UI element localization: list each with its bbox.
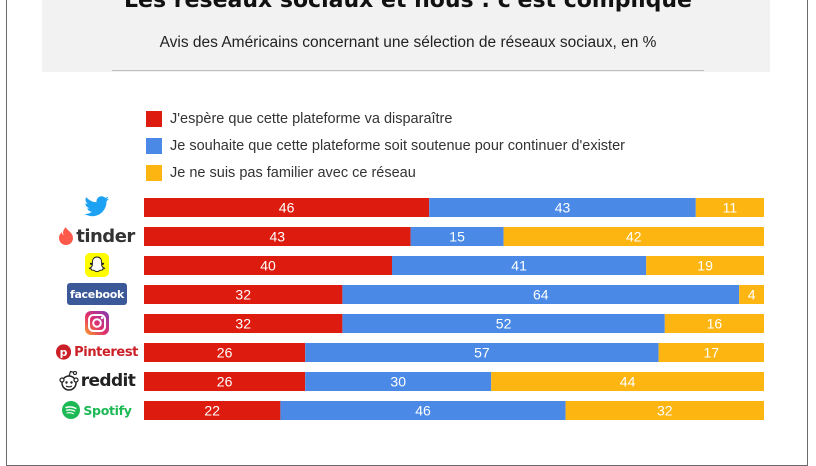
instagram-logo (56, 310, 138, 336)
bar-reddit-support (305, 372, 492, 391)
facebook-logo: facebook (56, 281, 138, 307)
legend-swatch-red (146, 111, 162, 127)
bar-snapchat-support (392, 256, 647, 275)
spotify-wordmark: Spotify (83, 402, 132, 418)
bar-label-snapchat-unfamiliar: 19 (697, 258, 713, 274)
legend-swatch-blue (146, 138, 162, 154)
facebook-wordmark: facebook (69, 287, 125, 301)
bar-label-twitter-support: 43 (555, 200, 571, 216)
bar-label-snapchat-disappear: 40 (260, 258, 276, 274)
facebook-badge: facebook (67, 283, 127, 305)
bar-label-pinterest-support: 57 (474, 345, 490, 361)
spotify-waves-icon (62, 401, 81, 419)
legend-swatch-yellow (146, 165, 162, 181)
bar-row-snapchat: 40 41 19 (144, 256, 764, 275)
legend-item-support: Je souhaite que cette plateforme soit so… (146, 137, 625, 155)
bar-label-reddit-support: 30 (390, 374, 406, 390)
instagram-camera-icon (85, 311, 109, 335)
bar-row-tinder: 43 15 42 (144, 227, 764, 246)
pinterest-logo: p Pinterest (56, 339, 138, 365)
svg-text:p: p (60, 346, 68, 359)
bar-instagram-disappear (144, 314, 343, 333)
bar-reddit-unfamiliar (491, 372, 764, 391)
bar-facebook-disappear (144, 285, 343, 304)
bar-row-spotify: 22 46 32 (144, 401, 764, 420)
bar-snapchat-disappear (144, 256, 392, 275)
bar-row-pinterest: 26 57 17 (144, 343, 764, 362)
bar-label-tinder-disappear: 43 (270, 229, 286, 245)
bar-snapchat-unfamiliar (646, 256, 764, 275)
bar-instagram-unfamiliar (664, 314, 764, 333)
bar-tinder-support (410, 227, 504, 246)
legend-item-unfamiliar: Je ne suis pas familier avec ce réseau (146, 164, 416, 182)
snapchat-logo (56, 252, 138, 278)
bar-label-spotify-unfamiliar: 32 (657, 403, 673, 419)
spotify-logo: Spotify (56, 397, 138, 423)
bar-label-spotify-support: 46 (415, 403, 431, 419)
bar-label-reddit-unfamiliar: 44 (620, 374, 636, 390)
tinder-logo: tinder (56, 223, 138, 249)
reddit-logo: reddit (56, 368, 138, 394)
pinterest-wordmark: Pinterest (74, 344, 138, 360)
bar-label-twitter-disappear: 46 (279, 200, 295, 216)
bar-label-instagram-support: 52 (496, 316, 512, 332)
chart-title: Les réseaux sociaux et nous : c'est comp… (124, 0, 692, 13)
legend-label-unfamiliar: Je ne suis pas familier avec ce réseau (170, 165, 416, 181)
legend-item-disappear: J'espère que cette plateforme va dispara… (146, 110, 452, 128)
bar-spotify-unfamiliar (565, 401, 764, 420)
bar-instagram-support (342, 314, 665, 333)
bar-facebook-support (342, 285, 740, 304)
bar-row-reddit: 26 30 44 (144, 372, 764, 391)
twitter-bird-icon (84, 196, 109, 217)
bar-label-facebook-support: 64 (533, 287, 549, 303)
bar-label-facebook-disappear: 32 (235, 287, 251, 303)
bar-label-instagram-unfamiliar: 16 (707, 316, 723, 332)
bar-facebook-unfamiliar (739, 285, 764, 304)
bar-twitter-support (429, 198, 696, 217)
bar-spotify-support (280, 401, 566, 420)
bar-pinterest-disappear (144, 343, 306, 362)
bar-reddit-disappear (144, 372, 306, 391)
bar-label-spotify-disappear: 22 (204, 403, 220, 419)
chart-subtitle: Avis des Américains concernant une sélec… (159, 34, 657, 51)
bar-label-tinder-unfamiliar: 42 (626, 229, 642, 245)
bar-twitter-unfamiliar (695, 198, 764, 217)
bar-label-facebook-unfamiliar: 4 (748, 287, 756, 303)
bar-label-snapchat-support: 41 (511, 258, 527, 274)
bar-label-pinterest-disappear: 26 (217, 345, 233, 361)
bar-tinder-unfamiliar (503, 227, 764, 246)
reddit-wordmark: reddit (80, 371, 136, 391)
reddit-alien-icon (59, 370, 79, 391)
legend-label-disappear: J'espère que cette plateforme va dispara… (170, 111, 453, 127)
bar-pinterest-unfamiliar (658, 343, 764, 362)
bar-label-reddit-disappear: 26 (217, 374, 233, 390)
snapchat-ghost-icon (85, 253, 109, 277)
bar-row-twitter: 46 43 11 (144, 198, 764, 217)
bar-twitter-disappear (144, 198, 430, 217)
bar-label-twitter-unfamiliar: 11 (723, 200, 738, 216)
header-background (42, 0, 770, 72)
pinterest-p-icon: p (56, 344, 72, 360)
legend-label-support: Je souhaite que cette plateforme soit so… (170, 138, 625, 154)
bar-label-pinterest-unfamiliar: 17 (704, 345, 720, 361)
bar-pinterest-support (305, 343, 659, 362)
tinder-flame-icon (59, 227, 74, 245)
bar-label-instagram-disappear: 32 (235, 316, 251, 332)
tinder-wordmark: tinder (76, 225, 135, 247)
twitter-logo (56, 194, 138, 220)
bar-tinder-disappear (144, 227, 411, 246)
bar-spotify-disappear (144, 401, 281, 420)
bar-row-instagram: 32 52 16 (144, 314, 764, 333)
header-divider (112, 70, 704, 71)
bar-label-tinder-support: 15 (449, 229, 465, 245)
bar-row-facebook: 32 64 4 (144, 285, 764, 304)
